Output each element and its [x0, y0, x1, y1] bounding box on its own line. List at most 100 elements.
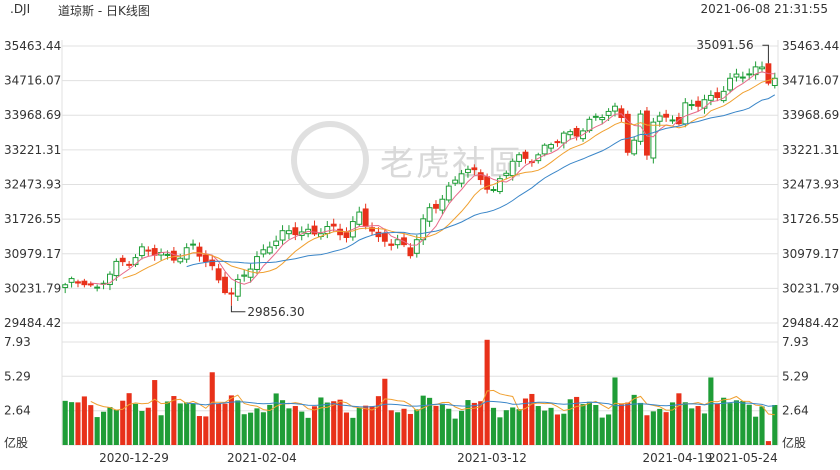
volume-bar: [152, 380, 158, 445]
symbol-label: .DJI: [10, 2, 31, 16]
volume-bar: [260, 412, 266, 445]
candle-up: [426, 207, 433, 222]
candle-down: [714, 92, 721, 98]
candle-down: [311, 225, 318, 235]
price-tick-left: 30979.17: [4, 247, 61, 261]
volume-bar: [772, 404, 778, 445]
volume-bar: [356, 407, 362, 445]
volume-tick-right: 2.64: [782, 404, 809, 418]
volume-bar: [203, 416, 209, 445]
candle-up: [138, 246, 145, 257]
volume-tick-left: 2.64: [4, 404, 31, 418]
candle-up: [183, 247, 190, 260]
volume-bar: [529, 393, 535, 445]
candle-down: [202, 254, 209, 263]
candle-down: [663, 113, 670, 118]
volume-bar: [190, 403, 196, 445]
volume-bar: [363, 405, 369, 445]
candle-down: [222, 276, 228, 294]
candle-up: [356, 211, 363, 225]
candle-up: [516, 154, 523, 162]
volume-bar: [132, 403, 139, 445]
volume-bar: [318, 397, 324, 445]
candle-down: [81, 280, 88, 286]
candle-up: [503, 172, 510, 176]
volume-bar: [714, 403, 720, 445]
candle-up: [68, 278, 75, 283]
volume-bar: [510, 407, 516, 445]
candle-down: [407, 247, 414, 257]
volume-tick-right: 7.93: [782, 335, 809, 349]
volume-bar: [740, 400, 746, 445]
candle-up: [490, 189, 497, 192]
price-tick-right: 32473.93: [782, 178, 839, 192]
candle-up: [701, 99, 708, 109]
date-tick-label: 2021-04-19: [643, 451, 713, 465]
volume-bar: [375, 396, 382, 445]
volume-bar: [618, 404, 624, 445]
volume-bar: [401, 408, 407, 445]
volume-bar: [126, 393, 132, 445]
candle-down: [87, 283, 94, 286]
volume-bar: [433, 405, 439, 445]
volume-bar: [286, 408, 292, 445]
candle-up: [656, 115, 663, 122]
price-tick-left: 31726.55: [4, 212, 61, 226]
date-tick-label: 2021-02-04: [227, 451, 297, 465]
candle-down: [196, 246, 203, 257]
volume-bar: [471, 402, 477, 445]
volume-bar: [586, 401, 592, 445]
candle-up: [94, 286, 101, 289]
volume-bar: [490, 407, 497, 445]
volume-bar: [331, 401, 337, 445]
volume-bar: [139, 410, 145, 445]
volume-bar: [644, 415, 650, 445]
candle-up: [637, 113, 644, 142]
candle-up: [509, 160, 516, 177]
volume-bar: [292, 406, 298, 445]
candle-down: [170, 250, 177, 261]
volume-bar: [113, 409, 119, 445]
volume-bar: [574, 396, 580, 445]
volume-bar: [542, 410, 548, 445]
volume-bar: [593, 404, 599, 445]
volume-bar: [759, 406, 765, 445]
volume-bar: [248, 412, 254, 445]
candle-down: [145, 249, 152, 252]
candle-up: [688, 104, 695, 107]
volume-bar: [548, 407, 554, 445]
date-tick-label: 2021-03-12: [457, 451, 527, 465]
volume-bar: [369, 406, 375, 445]
volume-bar: [733, 400, 740, 445]
volume-bar: [164, 401, 171, 445]
volume-bar: [350, 417, 356, 445]
candle-up: [560, 132, 567, 144]
volume-bar: [75, 402, 81, 445]
candle-down: [337, 228, 344, 236]
volume-bar: [420, 395, 426, 445]
price-tick-right: 33221.31: [782, 143, 839, 157]
price-tick-right: 30231.79: [782, 281, 839, 295]
volume-bar: [241, 414, 247, 445]
volume-bar: [177, 403, 183, 445]
candle-up: [759, 66, 765, 70]
volume-bar: [273, 393, 279, 445]
candle-down: [624, 113, 631, 153]
volume-bar: [484, 339, 490, 445]
moving-average-line-2: [122, 78, 775, 279]
annotation-low-label: 29856.30: [247, 305, 304, 319]
candle-up: [592, 115, 599, 118]
volume-bar: [497, 417, 503, 445]
candle-up: [241, 274, 248, 277]
volume-bar: [452, 418, 458, 445]
volume-bar: [554, 414, 561, 445]
volume-bar: [695, 406, 701, 445]
chart-title: 道琼斯 - 日K线图: [58, 4, 150, 18]
price-tick-right: 30979.17: [782, 247, 839, 261]
candle-down: [573, 127, 580, 137]
volume-bar: [478, 401, 484, 445]
volume-bar: [382, 378, 388, 445]
volume-bar: [727, 403, 733, 445]
volume-bar: [465, 400, 471, 445]
volume-bar: [516, 409, 522, 445]
